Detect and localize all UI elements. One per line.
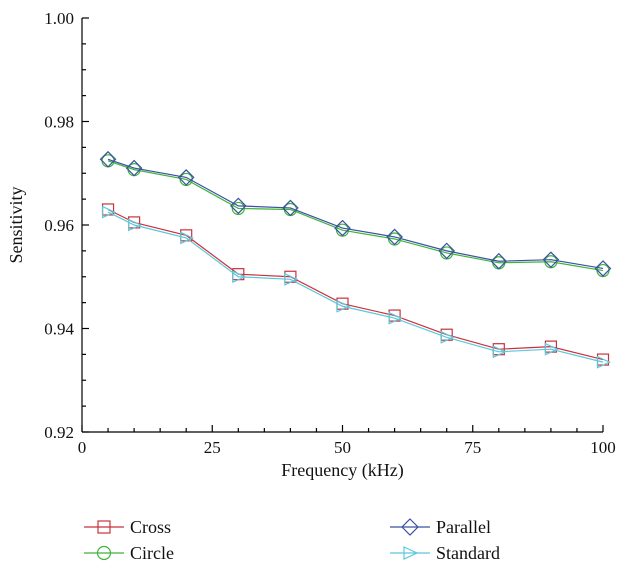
series-line — [107, 158, 604, 270]
y-tick-label: 0.96 — [44, 216, 74, 235]
data-point-diamond — [177, 169, 195, 186]
y-tick-label: 1.00 — [44, 9, 74, 28]
legend-label: Cross — [130, 517, 171, 537]
series-circle — [101, 154, 610, 278]
series-cross — [101, 203, 610, 366]
legend: Cross Circle Parallel Standard — [84, 517, 500, 563]
data-point-triangle — [440, 330, 455, 344]
data-point-triangle — [492, 345, 507, 359]
y-tick-label: 0.94 — [44, 320, 74, 339]
data-point-diamond — [594, 260, 612, 277]
data-point-circle — [231, 201, 245, 216]
data-point-diamond — [386, 228, 403, 246]
data-point-triangle — [336, 299, 351, 313]
data-point-diamond — [125, 159, 143, 177]
axes — [81, 18, 603, 433]
data-point-triangle — [596, 355, 611, 369]
data-point-diamond — [334, 219, 351, 237]
series-line — [107, 160, 604, 272]
x-tick-label: 25 — [204, 438, 221, 457]
data-point-diamond — [282, 199, 299, 217]
x-tick-label: 0 — [78, 438, 87, 457]
legend-item-circle: Circle — [84, 543, 174, 563]
data-point-triangle — [403, 546, 419, 560]
series-layer — [99, 150, 612, 369]
data-point-diamond — [438, 242, 456, 260]
series-standard — [101, 205, 611, 369]
data-point-square — [97, 520, 111, 534]
data-point-triangle — [232, 270, 247, 284]
data-point-triangle — [544, 342, 559, 356]
data-point-diamond — [490, 252, 508, 270]
data-point-triangle — [180, 231, 195, 245]
y-tick-label: 0.98 — [44, 113, 74, 132]
data-point-diamond — [99, 150, 117, 168]
x-ticks: 0 25 50 75 100 — [78, 425, 616, 457]
legend-item-cross: Cross — [84, 517, 171, 537]
x-tick-label: 50 — [334, 438, 351, 457]
x-tick-label: 75 — [464, 438, 481, 457]
y-tick-label: 0.92 — [44, 423, 74, 442]
legend-label: Circle — [130, 543, 174, 563]
data-point-triangle — [128, 218, 143, 232]
legend-item-standard: Standard — [390, 543, 500, 563]
legend-item-parallel: Parallel — [390, 517, 491, 537]
legend-label: Standard — [436, 543, 500, 563]
y-ticks: 0.92 0.94 0.96 0.98 1.00 — [44, 9, 89, 442]
data-point-diamond — [229, 197, 247, 215]
data-point-triangle — [388, 311, 403, 325]
y-axis-label: Sensitivity — [6, 186, 26, 263]
series-parallel — [99, 150, 612, 277]
data-point-circle — [96, 545, 112, 561]
data-point-diamond — [542, 251, 560, 269]
series-line — [107, 211, 604, 363]
data-point-triangle — [101, 205, 116, 219]
legend-label: Parallel — [436, 517, 491, 537]
data-point-diamond — [401, 518, 419, 536]
data-point-triangle — [284, 272, 299, 286]
x-tick-label: 100 — [590, 438, 616, 457]
x-axis-label: Frequency (kHz) — [281, 460, 403, 481]
